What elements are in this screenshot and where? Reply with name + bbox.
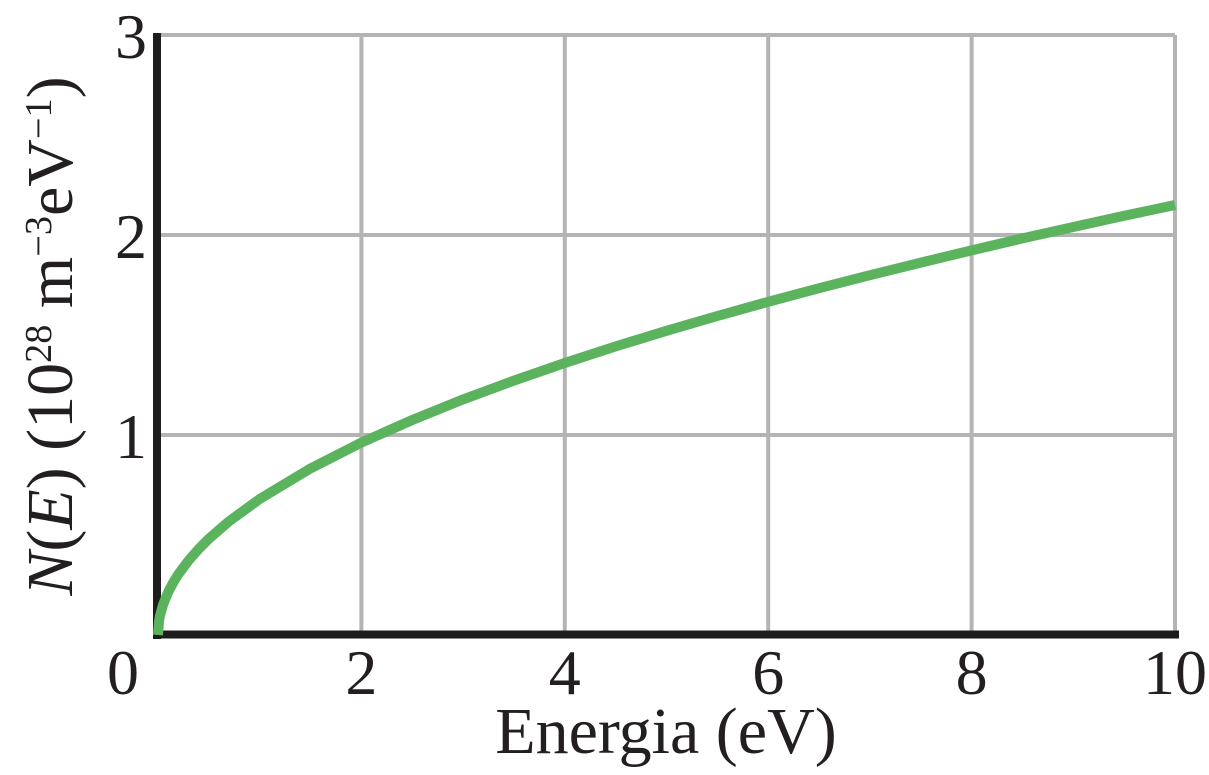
y-tick-label-3: 3 bbox=[115, 1, 147, 72]
y-tick-label-1: 1 bbox=[115, 401, 147, 472]
x-tick-label-8: 8 bbox=[955, 637, 988, 708]
density-of-states-curve bbox=[153, 200, 1177, 636]
y-tick-label-2: 2 bbox=[115, 201, 147, 272]
y-axis-label-part: N bbox=[14, 551, 88, 596]
x-tick-label-10: 10 bbox=[1143, 637, 1207, 708]
y-axis-label-part: m bbox=[14, 256, 88, 325]
x-tick-label-0: 0 bbox=[107, 637, 139, 708]
y-axis-label-part: E bbox=[14, 489, 88, 530]
x-tick-label-6: 6 bbox=[752, 637, 785, 708]
x-tick-label-2: 2 bbox=[345, 637, 378, 708]
x-tick-label-4: 4 bbox=[548, 637, 581, 708]
y-axis-label-part: eV bbox=[14, 139, 88, 217]
y-axis-label-part: ( bbox=[14, 529, 88, 552]
y-axis-label-part: ) bbox=[14, 76, 88, 99]
y-axis-label-part: −1 bbox=[17, 98, 60, 140]
y-axis-label-part: −3 bbox=[17, 216, 60, 257]
y-axis-label-part: 28 bbox=[17, 324, 60, 363]
y-axis-label-part: ) (10 bbox=[14, 362, 88, 490]
x-axis-label: Energia (eV) bbox=[495, 695, 837, 768]
y-axis-label: N(E) (1028 m−3eV−1) bbox=[0, 0, 93, 696]
